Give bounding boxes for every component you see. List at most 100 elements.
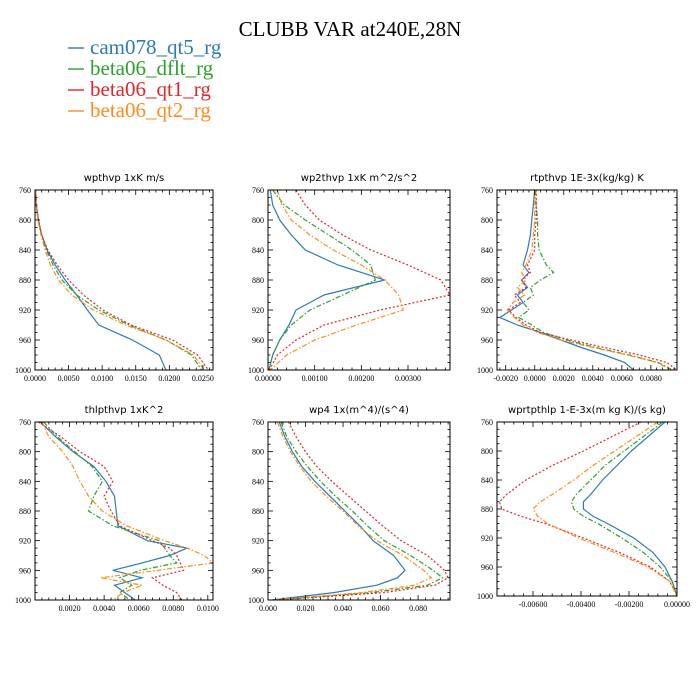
x-tick-label: -0.00200 (615, 600, 644, 609)
y-tick-label: 840 (252, 477, 264, 486)
x-tick-label: 0.040 (334, 604, 352, 613)
series-line (498, 190, 634, 370)
series-line (582, 422, 677, 596)
x-tick-label: 0.0060 (128, 604, 150, 613)
x-tick-label: -0.00400 (567, 600, 596, 609)
x-tick-label: 0.0200 (158, 374, 180, 383)
panel-title: wpthvp 1xK m/s (84, 173, 165, 184)
panel-title: wp4 1x(m^4)/(s^4) (309, 405, 409, 416)
x-tick-label: 0.0020 (553, 374, 575, 383)
x-tick-label: 0.000 (259, 604, 277, 613)
plot-frame (267, 421, 451, 601)
y-tick-label: 960 (481, 563, 493, 572)
x-tick-label: 0.0000 (524, 374, 546, 383)
y-tick-label: 1000 (477, 592, 493, 601)
y-tick-label: 920 (481, 306, 493, 315)
panel-title: wp2thvp 1xK m^2/s^2 (301, 173, 417, 184)
plot-frame (267, 189, 451, 371)
x-tick-label: 0.00000 (664, 600, 690, 609)
series-line (35, 190, 209, 370)
y-tick-label: 840 (19, 477, 31, 486)
plot-frame (496, 421, 678, 597)
y-tick-label: 920 (19, 537, 31, 546)
x-tick-label: -0.0020 (493, 374, 518, 383)
panel-title: thlpthvp 1xK^2 (85, 405, 164, 416)
y-tick-label: 880 (481, 276, 493, 285)
series-line (269, 190, 405, 370)
y-tick-label: 760 (481, 418, 493, 427)
series-line (271, 422, 406, 600)
series-line (35, 190, 167, 370)
y-tick-label: 800 (19, 448, 31, 457)
chart-panel: rtpthvp 1E-3x(kg/kg) K 760 800 840 880 920 960… (477, 173, 678, 383)
y-tick-label: 840 (19, 246, 31, 255)
x-tick-label: 0.0050 (58, 374, 80, 383)
y-tick-label: 800 (252, 216, 264, 225)
y-tick-label: 840 (252, 246, 264, 255)
chart-panel: wpthvp 1xK m/s76080084088092096010000.00… (15, 173, 214, 383)
panel-title: rtpthvp 1E-3x(kg/kg) K (530, 173, 644, 184)
y-tick-label: 960 (481, 336, 493, 345)
legend-label: beta06_qt2_rg (90, 98, 211, 122)
legend: cam078_qt5_rgbeta06_dflt_rgbeta06_qt1_rg… (68, 35, 222, 122)
y-tick-label: 920 (481, 534, 493, 543)
chart-panel: wprtpthlp 1-E-3x(m kg K)/(s kg) 760 800 840… (477, 405, 690, 609)
series-line (507, 190, 677, 370)
legend-label: beta06_qt1_rg (90, 77, 211, 101)
x-tick-label: 0.0080 (162, 604, 184, 613)
series-line (39, 422, 190, 600)
y-tick-label: 800 (19, 216, 31, 225)
series-line (517, 190, 673, 370)
series-line (35, 190, 205, 370)
x-tick-label: 0.0080 (640, 374, 662, 383)
series-line (273, 422, 444, 600)
chart-panel: wp2thvp 1xK m^2/s^2 760 800 840 880 920 960 100… (248, 173, 451, 383)
chart-panel: thlpthvp 1xK^2 760 800 840 880 920 960 1000 0.00… (15, 405, 219, 613)
y-tick-label: 880 (19, 507, 31, 516)
y-tick-label: 920 (252, 306, 264, 315)
y-tick-label: 1000 (15, 366, 31, 375)
y-tick-label: 800 (481, 216, 493, 225)
series-line (38, 422, 185, 600)
x-tick-label: 0.0020 (59, 604, 81, 613)
series-line (498, 422, 677, 596)
y-tick-label: 1000 (477, 366, 493, 375)
x-tick-label: 0.0000 (24, 374, 46, 383)
x-tick-label: 0.0040 (582, 374, 604, 383)
y-tick-label: 760 (252, 418, 264, 427)
y-tick-label: 1000 (15, 596, 31, 605)
x-tick-label: 0.00100 (302, 374, 328, 383)
x-tick-label: -0.00600 (519, 600, 548, 609)
x-tick-label: 0.00000 (255, 374, 281, 383)
series-line (41, 422, 213, 600)
chart-panels: wpthvp 1xK m/s76080084088092096010000.00… (15, 173, 690, 613)
panel-title: wprtpthlp 1-E-3x(m kg K)/(s kg) (508, 405, 666, 416)
series-line (268, 190, 450, 370)
y-tick-label: 1000 (248, 366, 264, 375)
y-tick-label: 880 (481, 505, 493, 514)
y-tick-label: 880 (252, 276, 264, 285)
y-tick-label: 840 (481, 246, 493, 255)
series-line (43, 422, 178, 600)
series-line (275, 422, 449, 600)
x-tick-label: 0.020 (297, 604, 315, 613)
x-tick-label: 0.00300 (395, 374, 421, 383)
legend-label: beta06_dflt_rg (90, 56, 214, 80)
x-tick-label: 0.080 (409, 604, 427, 613)
x-tick-label: 0.0250 (192, 374, 214, 383)
series-line (506, 190, 672, 370)
x-tick-label: 0.0100 (197, 604, 219, 613)
y-tick-label: 1000 (248, 596, 264, 605)
legend-label: cam078_qt5_rg (90, 35, 222, 59)
chart-panel: wp4 1x(m^4)/(s^4)76080084088092096010000… (248, 405, 451, 613)
y-tick-label: 800 (481, 447, 493, 456)
x-tick-label: 0.0150 (125, 374, 147, 383)
y-tick-label: 960 (252, 566, 264, 575)
series-line (35, 190, 203, 370)
x-tick-label: 0.0100 (91, 374, 113, 383)
x-tick-label: 0.0040 (93, 604, 115, 613)
series-line (570, 422, 677, 596)
y-tick-label: 760 (252, 186, 264, 195)
y-tick-label: 920 (252, 537, 264, 546)
series-line (532, 422, 677, 596)
